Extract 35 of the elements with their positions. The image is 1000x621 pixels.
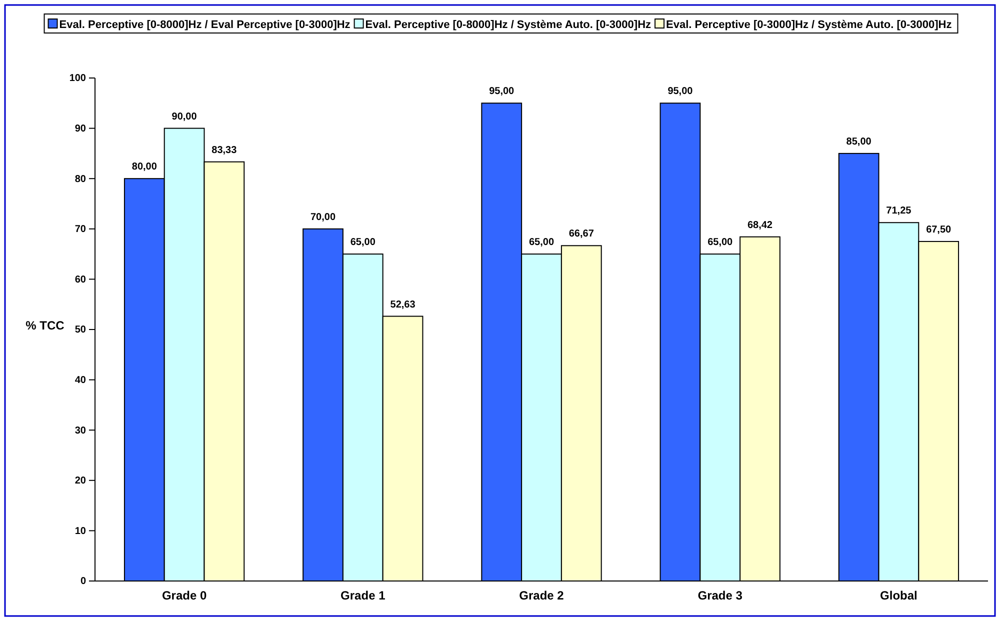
y-tick-label: 20 (74, 476, 86, 487)
data-label: 67,50 (926, 224, 952, 236)
y-tick-label: 100 (69, 73, 86, 84)
y-tick-label: 10 (74, 526, 86, 537)
y-tick-label: 50 (74, 324, 86, 336)
y-tick-label: 30 (74, 425, 86, 436)
y-axis-title: % TCC (26, 318, 65, 332)
legend-label: Eval. Perceptive [0-8000]Hz / Eval Perceptive [0-3000]Hz (59, 19, 351, 31)
data-label: 52,63 (390, 299, 416, 310)
data-label: 66,67 (568, 228, 594, 240)
data-label: 65,00 (350, 237, 376, 248)
data-label: 85,00 (846, 136, 872, 148)
y-tick-label: 60 (74, 274, 86, 286)
y-tick-label: 80 (74, 174, 86, 185)
legend-label: Eval. Perceptive [0-3000]Hz / Système Auto. [0-3000]Hz (666, 19, 952, 31)
data-label: 95,00 (489, 86, 515, 98)
data-label: 65,00 (528, 237, 554, 248)
x-tick-label: Global (880, 588, 918, 603)
legend-label: Eval. Perceptive [0-8000]Hz / Système Auto. [0-3000]Hz (365, 19, 652, 31)
data-label: 65,00 (708, 237, 734, 248)
data-label: 71,25 (886, 206, 912, 217)
data-label: 70,00 (310, 212, 336, 223)
data-label: 95,00 (668, 86, 694, 98)
y-tick-label: 90 (74, 124, 86, 134)
data-label: 80,00 (132, 162, 158, 173)
data-label: 83,33 (212, 144, 238, 156)
y-tick-label: 40 (74, 375, 86, 386)
y-tick-label: 0 (80, 576, 86, 588)
data-label: 90,00 (172, 111, 198, 122)
data-label: 68,42 (747, 220, 773, 231)
x-tick-label: Grade 1 (340, 588, 386, 603)
x-tick-label: Grade 2 (519, 588, 564, 603)
x-tick-label: Grade 0 (162, 588, 207, 603)
y-tick-label: 70 (74, 224, 86, 236)
x-tick-label: Grade 3 (698, 588, 743, 603)
